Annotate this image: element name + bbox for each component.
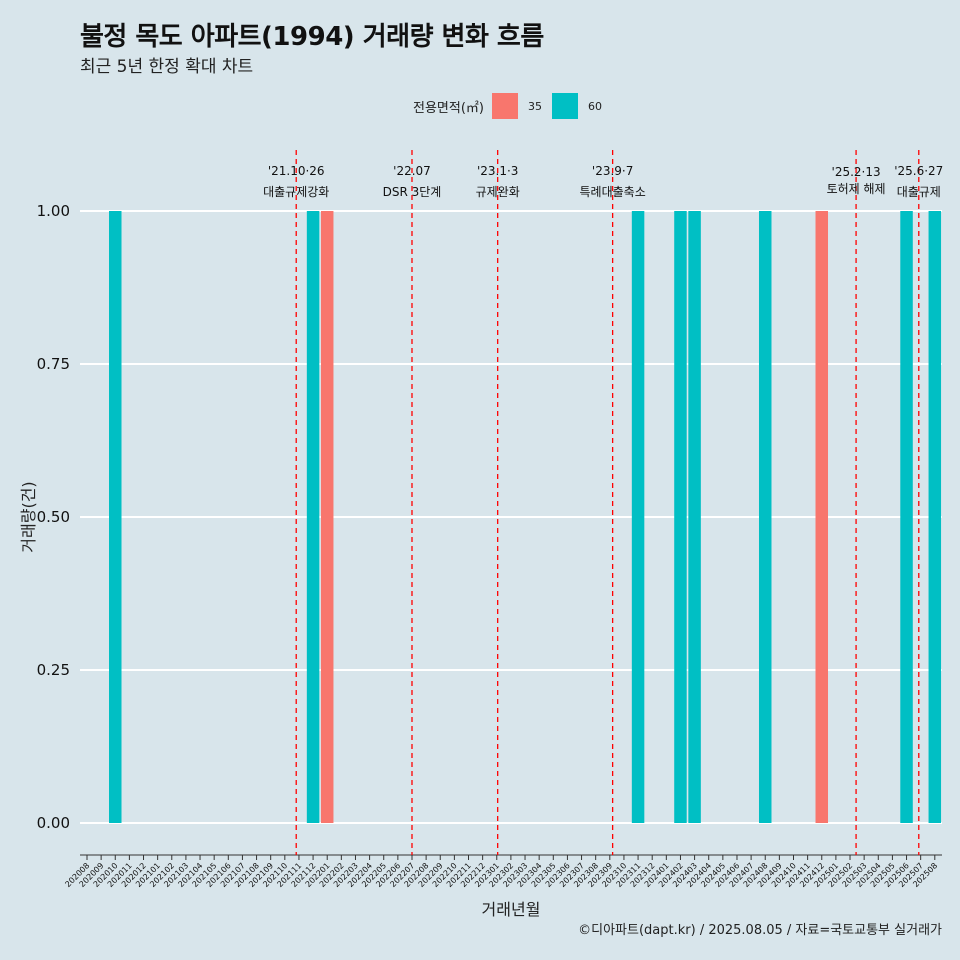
bar-60 — [674, 211, 687, 823]
legend-title: 전용면적(㎡) — [413, 100, 484, 116]
x-axis-title: 거래년월 — [482, 900, 541, 919]
bar-60 — [688, 211, 701, 823]
y-tick-label: 0.50 — [37, 508, 70, 526]
event-name-label: 대출규제 — [897, 185, 941, 199]
event-name-label: 토허제 해제 — [827, 182, 886, 196]
bar-60 — [306, 211, 320, 823]
event-name-label: 대출규제강화 — [263, 185, 329, 199]
legend: 전용면적(㎡) 35 60 — [413, 93, 612, 119]
chart-caption: ©디아파트(dapt.kr) / 2025.08.05 / 자료=국토교통부 실… — [578, 923, 942, 938]
legend-key-60 — [551, 93, 578, 119]
y-tick-label: 1.00 — [37, 202, 70, 220]
chart-title: 불정 목도 아파트(1994) 거래량 변화 흐름 — [80, 22, 544, 52]
legend-key-35 — [491, 93, 518, 119]
legend-label-35: 35 — [527, 99, 542, 113]
legend-item-35: 35 — [491, 93, 542, 119]
bar-60 — [900, 211, 913, 823]
event-date-label: '22.07 — [393, 164, 431, 178]
event-date-label: '23.9·7 — [592, 164, 633, 178]
event-name-label: 특례대출축소 — [580, 185, 646, 199]
event-name-label: 규제완화 — [476, 185, 520, 199]
y-axis-title: 거래량(건) — [19, 481, 38, 552]
chart-subtitle: 최근 5년 한정 확대 차트 — [80, 57, 254, 77]
y-tick-label: 0.75 — [37, 355, 70, 373]
bar-60 — [109, 211, 122, 823]
y-tick-label: 0.25 — [37, 661, 70, 679]
bar-35 — [815, 211, 829, 823]
legend-item-60: 60 — [551, 93, 602, 119]
event-name-label: DSR 3단계 — [383, 185, 442, 199]
bar-60 — [928, 211, 942, 823]
event-date-label: '23.1·3 — [477, 164, 518, 178]
bar-35 — [320, 211, 334, 823]
legend-label-60: 60 — [587, 99, 602, 113]
event-date-label: '25.6·27 — [894, 164, 943, 178]
y-tick-label: 0.00 — [37, 814, 70, 832]
bar-60 — [758, 211, 772, 823]
bar-60 — [631, 211, 645, 823]
event-date-label: '21.10·26 — [268, 164, 325, 178]
event-date-label: '25.2·13 — [832, 165, 881, 179]
